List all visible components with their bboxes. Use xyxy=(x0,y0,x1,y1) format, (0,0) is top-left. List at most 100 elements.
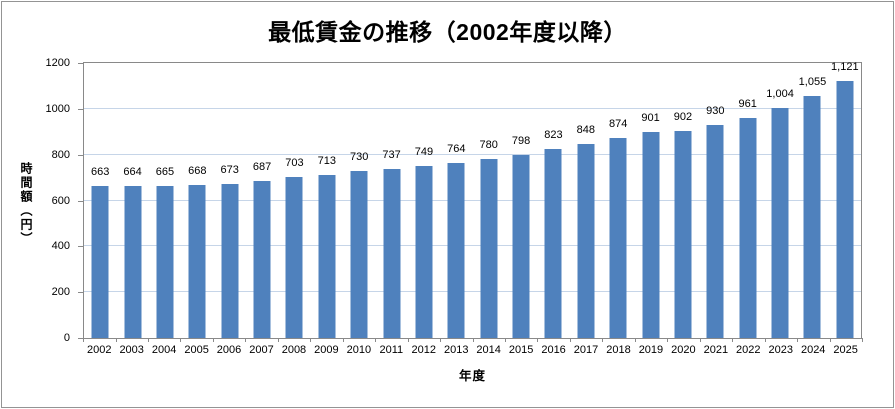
bar-cell: 930 xyxy=(699,63,731,338)
bar-cell: 848 xyxy=(570,63,602,338)
x-axis-tick xyxy=(407,338,409,342)
y-tick-label: 0 xyxy=(63,332,70,344)
bar-value-label: 687 xyxy=(252,160,272,173)
bar-cell: 703 xyxy=(278,63,310,338)
bar xyxy=(739,117,757,338)
bar xyxy=(512,155,530,338)
y-axis-tick xyxy=(78,63,83,64)
y-tick-label: 1000 xyxy=(45,102,70,115)
x-tick-label: 2019 xyxy=(638,344,664,356)
bar-value-label: 1,055 xyxy=(798,76,827,89)
x-axis-tick xyxy=(115,338,117,342)
bar-cell: 663 xyxy=(84,63,116,338)
x-tick-label: 2003 xyxy=(119,344,144,356)
bar-cell: 730 xyxy=(343,63,375,338)
x-axis-tick xyxy=(147,338,149,342)
x-tick-label: 2010 xyxy=(346,344,372,356)
bar xyxy=(706,124,724,338)
bar-value-label: 764 xyxy=(447,142,466,155)
bar xyxy=(609,137,627,338)
x-axis-tick xyxy=(505,338,506,342)
bar xyxy=(253,180,271,338)
bar-value-label: 1,121 xyxy=(831,61,859,74)
bar xyxy=(285,176,303,338)
x-tick-label: 2004 xyxy=(151,344,177,356)
x-axis-tick xyxy=(83,338,84,342)
x-tick-label: 2018 xyxy=(606,344,631,356)
bar xyxy=(188,184,206,338)
x-tick-label: 2025 xyxy=(833,344,858,356)
y-tick-label: 600 xyxy=(51,194,70,207)
bar xyxy=(447,162,465,338)
x-tick-label: 2009 xyxy=(314,344,339,356)
chart-title: 最低賃金の推移（2002年度以降） xyxy=(268,19,627,45)
x-axis-tick xyxy=(667,338,669,342)
gridline xyxy=(84,245,861,247)
x-axis-tick xyxy=(569,338,571,342)
bar-cell: 1,055 xyxy=(796,63,828,338)
bar xyxy=(771,107,789,338)
bar-cell: 874 xyxy=(602,63,634,338)
x-tick-label: 2023 xyxy=(768,344,793,356)
x-axis-tick xyxy=(829,338,831,342)
bar-value-label: 749 xyxy=(414,146,434,159)
x-tick-label: 2005 xyxy=(184,344,209,356)
gridline xyxy=(84,107,861,109)
bar-value-label: 703 xyxy=(285,156,304,169)
bar xyxy=(803,96,821,338)
x-tick-label: 2021 xyxy=(703,344,729,356)
bar-cell: 687 xyxy=(246,63,278,338)
bar-cell: 668 xyxy=(181,63,213,338)
bar-value-label: 961 xyxy=(738,97,757,110)
bar xyxy=(544,149,562,338)
bar xyxy=(415,166,433,338)
bar-cell: 764 xyxy=(440,63,472,338)
bar-value-label: 823 xyxy=(544,129,563,142)
x-axis-tick xyxy=(277,338,279,342)
bar-value-label: 737 xyxy=(382,149,401,162)
bar-cell: 664 xyxy=(116,63,148,338)
x-axis-tick xyxy=(212,338,214,342)
x-tick-label: 2017 xyxy=(573,344,599,356)
x-tick-label: 2002 xyxy=(86,344,112,356)
bar-value-label: 780 xyxy=(479,139,498,152)
x-tick-label: 2024 xyxy=(800,344,826,356)
bar-cell: 713 xyxy=(311,63,343,338)
bar-cell: 749 xyxy=(408,63,440,338)
bar-cell: 823 xyxy=(537,63,569,338)
x-axis-tick xyxy=(634,338,636,342)
x-tick-label: 2016 xyxy=(541,344,566,356)
x-tick-label: 2015 xyxy=(508,344,534,356)
x-axis-tick xyxy=(472,338,474,342)
bar-cell: 901 xyxy=(634,63,666,338)
y-axis-tick xyxy=(78,200,83,202)
y-axis-tick xyxy=(78,338,83,339)
bar xyxy=(642,131,660,338)
gridline xyxy=(84,153,861,155)
x-axis-tick xyxy=(537,338,539,342)
bar-value-label: 664 xyxy=(123,165,142,178)
x-tick-label: 2020 xyxy=(671,344,696,356)
x-axis-tick xyxy=(699,338,701,342)
y-tick-label: 1200 xyxy=(45,57,70,69)
bar xyxy=(350,170,368,338)
bar-cell: 798 xyxy=(505,63,537,338)
bar-value-label: 663 xyxy=(91,166,110,179)
bar-value-label: 930 xyxy=(706,104,725,117)
y-tick-label: 800 xyxy=(51,148,70,161)
x-tick-label: 2014 xyxy=(476,344,501,356)
bar-cell: 780 xyxy=(473,63,505,338)
bar-value-label: 668 xyxy=(188,164,207,177)
y-axis-tick xyxy=(78,292,83,294)
bar xyxy=(674,131,692,338)
y-axis-tick xyxy=(78,154,83,156)
x-tick-label: 2006 xyxy=(216,344,242,356)
bar-value-label: 1,004 xyxy=(766,87,794,100)
bar-cell: 1,004 xyxy=(764,63,796,338)
plot-area: 663 664 665 668 673 687 703 713 730 737 749 764 780 7… xyxy=(83,61,862,339)
y-tick-label: 200 xyxy=(51,286,70,299)
bar-value-label: 798 xyxy=(511,135,531,148)
y-axis-tick xyxy=(78,108,83,110)
bars-layer: 663 664 665 668 673 687 703 713 730 737 749 764 780 7… xyxy=(84,61,861,338)
